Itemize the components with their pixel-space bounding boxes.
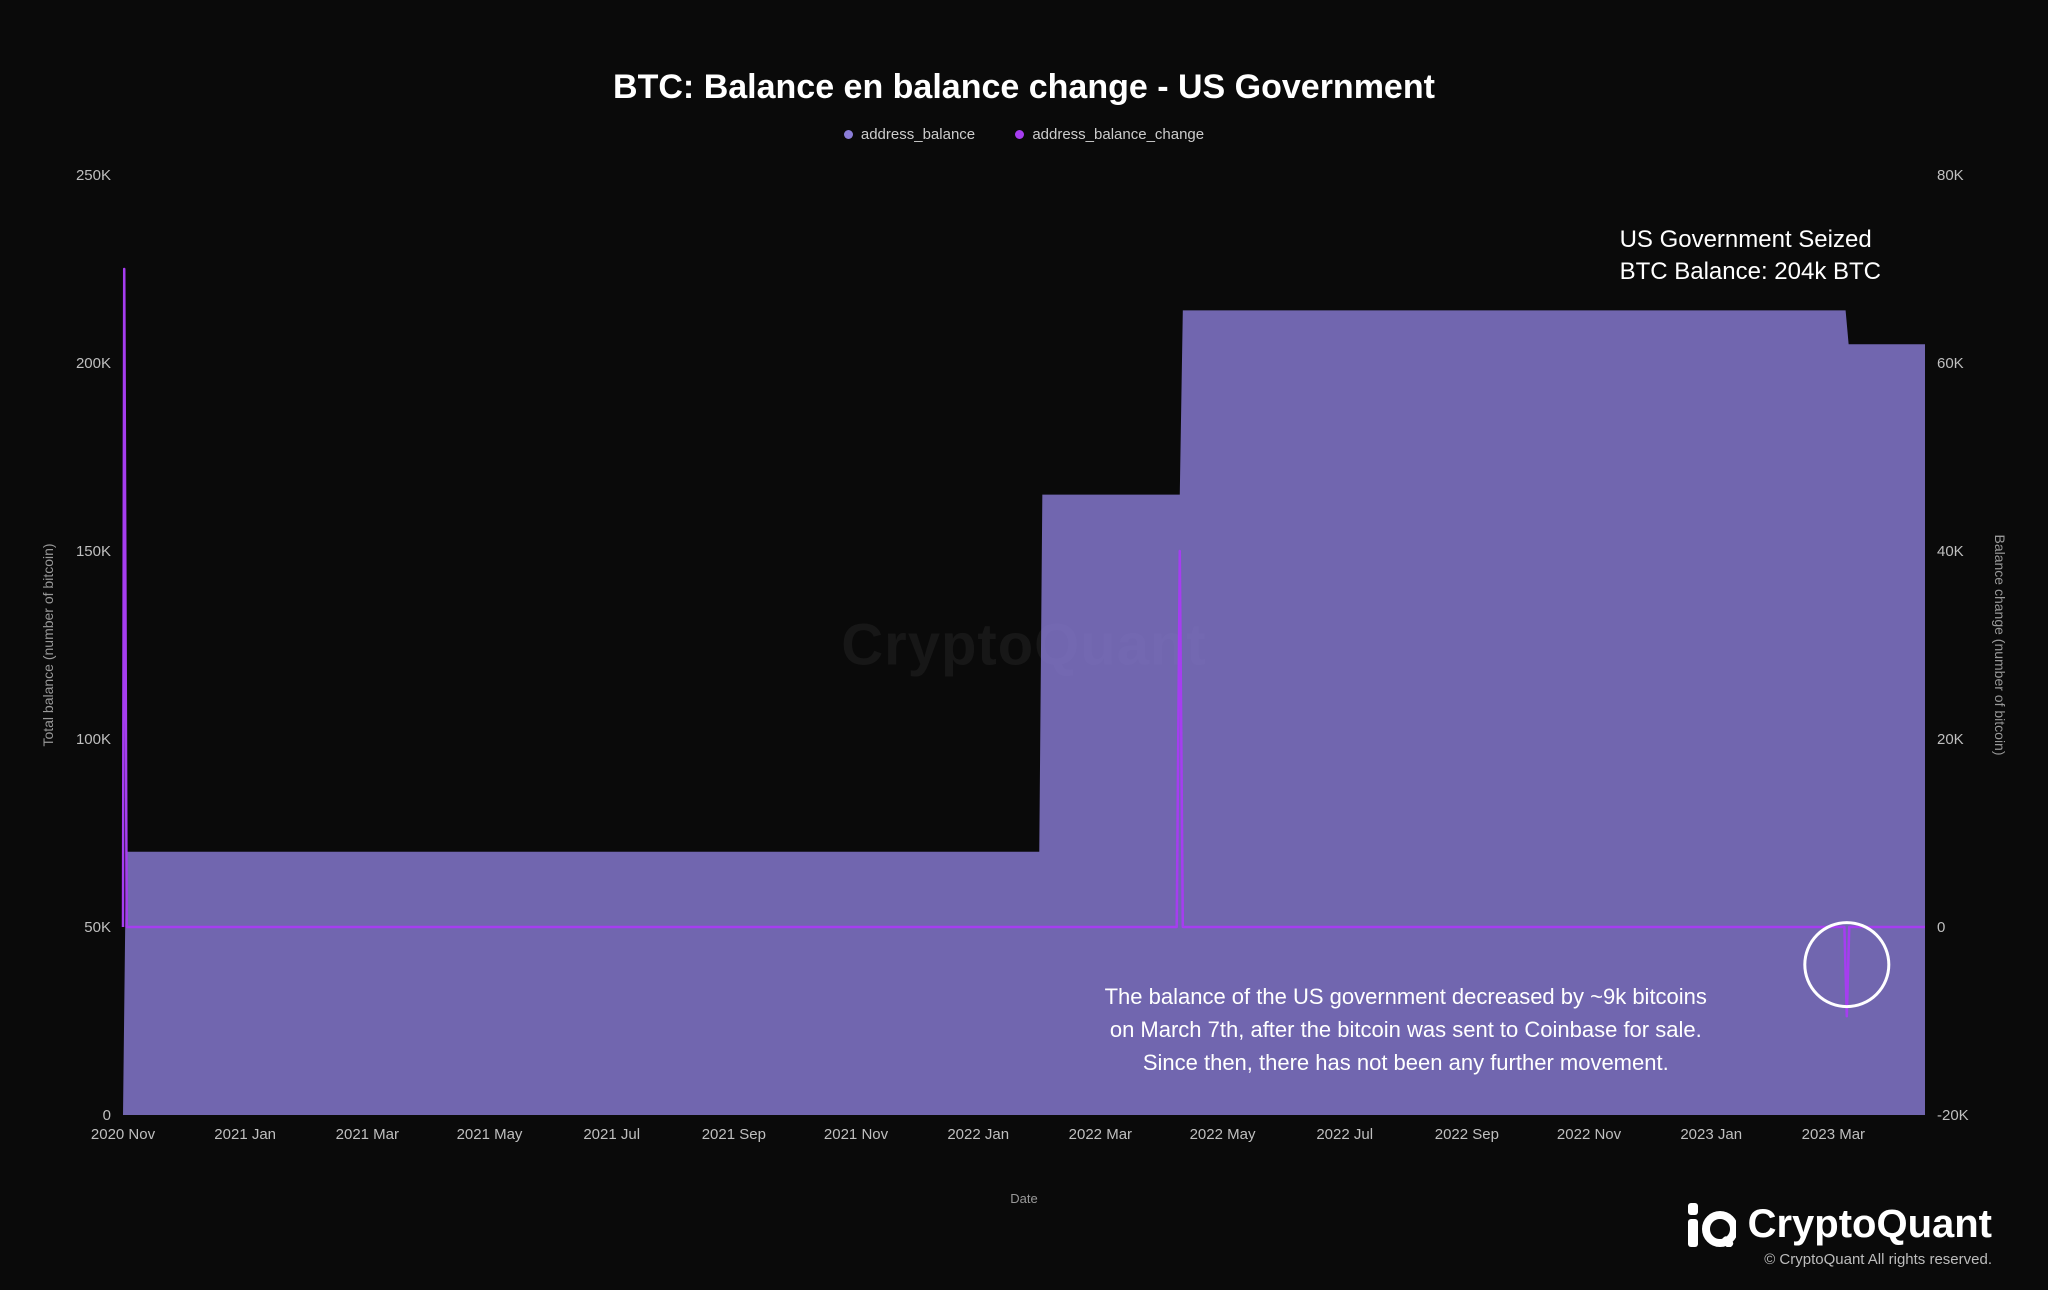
y-right-tick: 40K <box>1937 543 1964 560</box>
legend-swatch-change <box>1015 130 1024 139</box>
x-tick: 2023 Mar <box>1802 1126 1865 1143</box>
y-left-tick: 250K <box>76 167 111 184</box>
y-left-axis-label: Total balance (number of bitcoin) <box>40 543 56 746</box>
y-right-tick: 60K <box>1937 355 1964 372</box>
annotation-bottom-line1: The balance of the US government decreas… <box>1026 980 1786 1013</box>
x-tick: 2022 Jul <box>1316 1126 1373 1143</box>
legend-item-balance: address_balance <box>844 126 975 143</box>
chart-title: BTC: Balance en balance change - US Gove… <box>0 68 2048 107</box>
y-right-ticks: -20K 0 20K 40K 60K 80K <box>1937 167 1969 1124</box>
footer: CryptoQuant © CryptoQuant All rights res… <box>1688 1202 1992 1268</box>
y-left-tick: 150K <box>76 543 111 560</box>
footer-brand-text: CryptoQuant <box>1748 1202 1992 1247</box>
chart-frame: BTC: Balance en balance change - US Gove… <box>0 0 2048 1290</box>
annotation-top-right: US Government Seized BTC Balance: 204k B… <box>1620 224 1881 289</box>
x-tick: 2023 Jan <box>1680 1126 1742 1143</box>
x-ticks: 2020 Nov 2021 Jan 2021 Mar 2021 May 2021 Jul… <box>91 1126 1865 1143</box>
brand-logo-icon <box>1688 1203 1736 1247</box>
x-tick: 2021 Jan <box>214 1126 276 1143</box>
annotation-top-right-line1: US Government Seized <box>1620 224 1881 256</box>
chart-legend: address_balance address_balance_change <box>0 126 2048 143</box>
x-tick: 2021 Sep <box>702 1126 766 1143</box>
legend-label-balance: address_balance <box>861 126 975 143</box>
x-tick: 2021 Mar <box>336 1126 399 1143</box>
annotation-bottom-line2: on March 7th, after the bitcoin was sent… <box>1026 1013 1786 1046</box>
legend-label-change: address_balance_change <box>1032 126 1204 143</box>
x-tick: 2022 Sep <box>1435 1126 1499 1143</box>
x-tick: 2021 Nov <box>824 1126 889 1143</box>
x-tick: 2022 Mar <box>1069 1126 1132 1143</box>
y-left-ticks: 0 50K 100K 150K 200K 250K <box>76 167 111 1124</box>
x-tick: 2020 Nov <box>91 1126 156 1143</box>
x-tick: 2021 May <box>457 1126 523 1143</box>
plot-area: CryptoQuant 050K100K150K200K250K-20K020K… <box>123 175 1925 1115</box>
y-right-axis-label: Balance change (number of bitcoin) <box>1992 534 2008 755</box>
footer-brand: CryptoQuant <box>1688 1202 1992 1247</box>
y-left-tick: 100K <box>76 731 111 748</box>
legend-swatch-balance <box>844 130 853 139</box>
legend-item-change: address_balance_change <box>1015 126 1204 143</box>
x-tick: 2021 Jul <box>583 1126 640 1143</box>
y-right-tick: 0 <box>1937 919 1945 936</box>
x-tick: 2022 May <box>1190 1126 1256 1143</box>
chart-svg: 050K100K150K200K250K-20K020K40K60K80K202… <box>123 175 1925 1115</box>
y-left-tick: 200K <box>76 355 111 372</box>
x-tick: 2022 Jan <box>947 1126 1009 1143</box>
y-left-tick: 0 <box>103 1107 111 1124</box>
x-tick: 2022 Nov <box>1557 1126 1622 1143</box>
footer-copyright: © CryptoQuant All rights reserved. <box>1688 1251 1992 1268</box>
annotation-top-right-line2: BTC Balance: 204k BTC <box>1620 256 1881 288</box>
y-right-tick: 20K <box>1937 731 1964 748</box>
y-right-tick: -20K <box>1937 1107 1969 1124</box>
annotation-bottom-line3: Since then, there has not been any furth… <box>1026 1046 1786 1079</box>
annotation-bottom-note: The balance of the US government decreas… <box>1026 980 1786 1079</box>
y-right-tick: 80K <box>1937 167 1964 184</box>
y-left-tick: 50K <box>84 919 111 936</box>
